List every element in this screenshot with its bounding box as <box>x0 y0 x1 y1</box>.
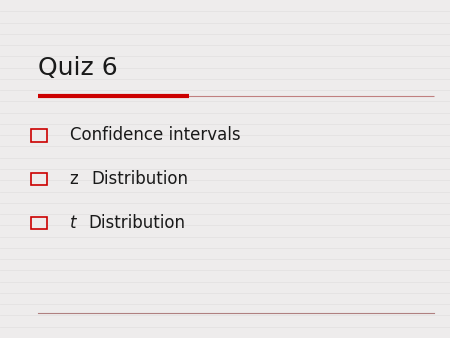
Text: Quiz 6: Quiz 6 <box>38 55 118 80</box>
Text: t: t <box>70 214 76 232</box>
Text: Distribution: Distribution <box>91 170 189 188</box>
Text: Distribution: Distribution <box>89 214 186 232</box>
Bar <box>31 129 47 142</box>
Text: z: z <box>70 170 78 188</box>
Bar <box>31 173 47 186</box>
Bar <box>31 217 47 230</box>
Text: Confidence intervals: Confidence intervals <box>70 126 240 144</box>
